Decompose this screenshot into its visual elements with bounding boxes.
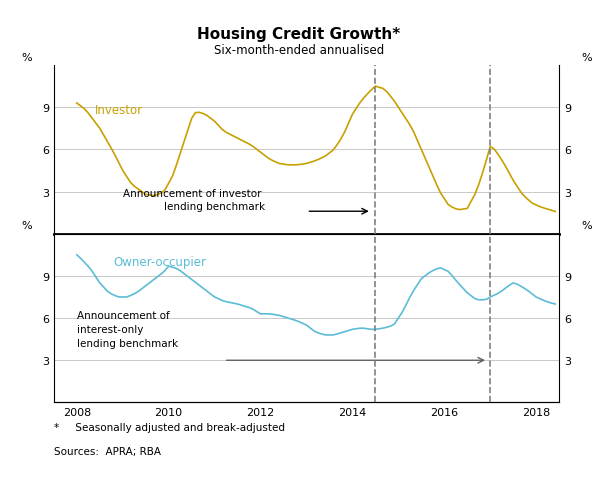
Text: Sources:  APRA; RBA: Sources: APRA; RBA	[54, 447, 161, 456]
Text: Owner-occupier: Owner-occupier	[114, 255, 206, 268]
Text: Announcement of investor: Announcement of investor	[123, 188, 261, 198]
Text: Housing Credit Growth*: Housing Credit Growth*	[197, 27, 401, 42]
Text: %: %	[21, 53, 32, 62]
Text: lending benchmark: lending benchmark	[164, 202, 265, 212]
Text: %: %	[581, 53, 592, 62]
Text: Six-month-ended annualised: Six-month-ended annualised	[214, 44, 384, 57]
Text: Announcement of: Announcement of	[77, 310, 170, 321]
Text: %: %	[581, 221, 592, 231]
Text: interest-only: interest-only	[77, 325, 143, 334]
Text: Investor: Investor	[95, 103, 144, 117]
Text: %: %	[21, 221, 32, 231]
Text: *     Seasonally adjusted and break-adjusted: * Seasonally adjusted and break-adjusted	[54, 422, 285, 432]
Text: lending benchmark: lending benchmark	[77, 339, 178, 348]
